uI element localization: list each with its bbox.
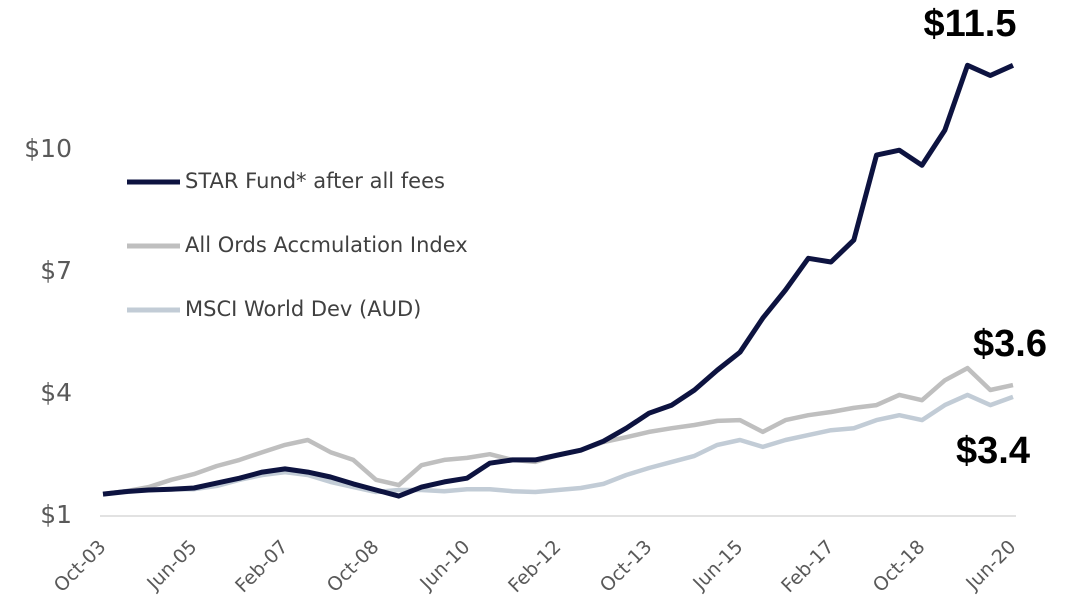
y-tick-label: $10 (24, 134, 72, 163)
legend-label: MSCI World Dev (AUD) (185, 297, 421, 321)
x-tick-label: Feb-12 (504, 536, 565, 597)
x-tick-label: Oct-03 (50, 536, 111, 597)
x-tick-label: Oct-08 (323, 536, 384, 597)
y-tick-label: $4 (40, 378, 72, 407)
x-tick-label: Feb-17 (777, 536, 838, 597)
x-tick-label: Oct-18 (869, 536, 930, 597)
series-line (102, 365, 1014, 497)
x-tick-label: Jun-05 (142, 536, 201, 595)
x-tick-label: Feb-07 (231, 536, 292, 597)
x-tick-label: Jun-15 (688, 536, 747, 595)
annotation: $3.4 (956, 430, 1030, 472)
legend-label: STAR Fund* after all fees (185, 169, 445, 193)
legend-label: All Ords Accmulation Index (185, 233, 468, 257)
x-tick-label: Jun-10 (415, 536, 474, 595)
y-tick-label: $7 (40, 256, 72, 285)
x-tick-label: Jun-20 (961, 536, 1020, 595)
x-tick-label: Oct-13 (596, 536, 657, 597)
series-line (102, 62, 1015, 499)
annotation: $11.5 (924, 3, 1017, 45)
annotation: $3.6 (973, 323, 1047, 365)
y-tick-label: $1 (40, 500, 72, 529)
